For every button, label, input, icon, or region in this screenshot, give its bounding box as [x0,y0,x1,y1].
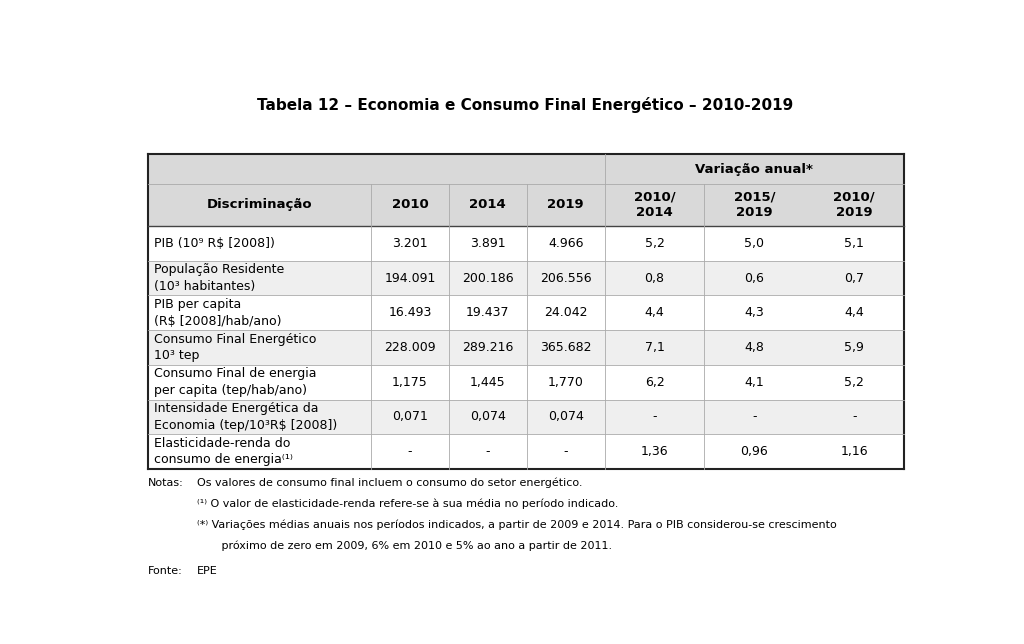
Text: 3.891: 3.891 [470,237,506,250]
Bar [147,434,904,469]
Text: 3.201: 3.201 [392,237,428,250]
Text: 1,16: 1,16 [841,445,868,458]
Text: 4,3: 4,3 [744,307,764,319]
Text: -: - [852,410,856,424]
Text: 289.216: 289.216 [462,341,513,354]
Text: -: - [563,445,568,458]
Text: 2010: 2010 [391,198,428,211]
Text: 2010/
2014: 2010/ 2014 [634,191,676,220]
Text: 2014: 2014 [469,198,506,211]
Text: 206.556: 206.556 [540,272,592,285]
Text: 16.493: 16.493 [388,307,431,319]
Text: próximo de zero em 2009, 6% em 2010 e 5% ao ano a partir de 2011.: próximo de zero em 2009, 6% em 2010 e 5%… [197,540,612,551]
Bar [147,399,904,434]
Text: Consumo Final de energia
per capita (tep/hab/ano): Consumo Final de energia per capita (tep… [155,368,316,397]
Text: -: - [652,410,656,424]
Text: 4,8: 4,8 [744,341,764,354]
Bar [147,226,904,261]
Text: 5,2: 5,2 [645,237,665,250]
Text: 7,1: 7,1 [645,341,665,354]
Bar [147,365,904,400]
Text: Fonte:: Fonte: [147,566,182,576]
Text: -: - [485,445,490,458]
Text: População Residente
(10³ habitantes): População Residente (10³ habitantes) [155,263,285,293]
Text: 1,445: 1,445 [470,375,506,389]
Text: Os valores de consumo final incluem o consumo do setor energético.: Os valores de consumo final incluem o co… [197,478,583,488]
Text: Tabela 12 – Economia e Consumo Final Energético – 2010-2019: Tabela 12 – Economia e Consumo Final Ene… [257,97,793,113]
Text: 2015/
2019: 2015/ 2019 [733,191,775,220]
Text: 0,8: 0,8 [644,272,665,285]
Text: PIB (10⁹ R$ [2008]): PIB (10⁹ R$ [2008]) [155,237,275,250]
Text: Discriminação: Discriminação [207,198,312,211]
Text: -: - [408,445,412,458]
Text: 24.042: 24.042 [544,307,588,319]
Text: 2019: 2019 [548,198,584,211]
Bar [147,154,904,184]
Text: 0,6: 0,6 [744,272,764,285]
Text: 1,770: 1,770 [548,375,584,389]
Bar [147,296,904,330]
Text: 4,4: 4,4 [645,307,665,319]
Bar [147,261,904,296]
Text: 194.091: 194.091 [384,272,435,285]
Text: PIB per capita
(R$ [2008]/hab/ano): PIB per capita (R$ [2008]/hab/ano) [155,298,282,328]
Text: 1,36: 1,36 [641,445,669,458]
Bar [147,330,904,365]
Text: 4,4: 4,4 [845,307,864,319]
Text: 1,175: 1,175 [392,375,428,389]
Text: Notas:: Notas: [147,478,183,488]
Bar [147,184,904,226]
Text: 4.966: 4.966 [548,237,584,250]
Text: Consumo Final Energético
10³ tep: Consumo Final Energético 10³ tep [155,333,316,363]
Text: 6,2: 6,2 [645,375,665,389]
Text: 5,2: 5,2 [844,375,864,389]
Text: 19.437: 19.437 [466,307,510,319]
Text: ⁽*⁾ Variações médias anuais nos períodos indicados, a partir de 2009 e 2014. Par: ⁽*⁾ Variações médias anuais nos períodos… [197,520,837,530]
Text: 5,9: 5,9 [844,341,864,354]
Text: -: - [753,410,757,424]
Text: 200.186: 200.186 [462,272,514,285]
Text: Intensidade Energética da
Economia (tep/10³R$ [2008]): Intensidade Energética da Economia (tep/… [155,402,338,431]
Text: Variação anual*: Variação anual* [695,162,813,176]
Text: 5,0: 5,0 [744,237,764,250]
Text: 0,071: 0,071 [392,410,428,424]
Text: 0,96: 0,96 [740,445,768,458]
Text: EPE: EPE [197,566,218,576]
Text: 365.682: 365.682 [540,341,592,354]
Text: 228.009: 228.009 [384,341,435,354]
Text: 2010/
2019: 2010/ 2019 [834,191,876,220]
Text: 0,074: 0,074 [548,410,584,424]
Text: ⁽¹⁾ O valor de elasticidade-renda refere-se à sua média no período indicado.: ⁽¹⁾ O valor de elasticidade-renda refere… [197,499,618,509]
Text: 4,1: 4,1 [744,375,764,389]
Text: 0,074: 0,074 [470,410,506,424]
Text: Elasticidade-renda do
consumo de energia⁽¹⁾: Elasticidade-renda do consumo de energia… [155,437,293,466]
Text: 0,7: 0,7 [844,272,864,285]
Text: 5,1: 5,1 [844,237,864,250]
